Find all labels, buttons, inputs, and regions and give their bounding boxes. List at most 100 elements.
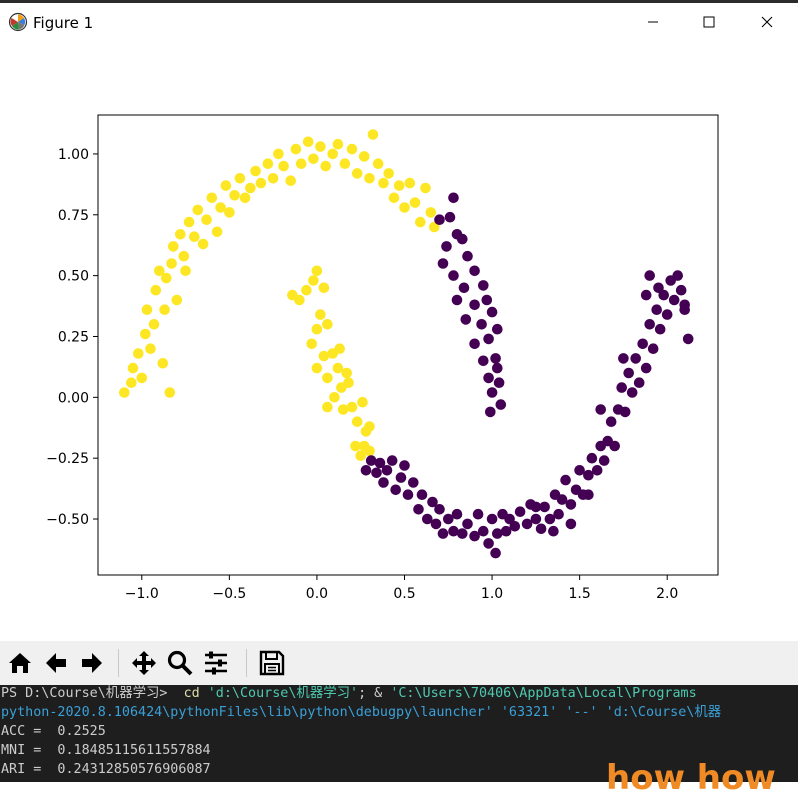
scatter-point	[415, 216, 426, 228]
scatter-point	[478, 355, 489, 367]
scatter-point	[220, 180, 232, 191]
scatter-point	[388, 192, 400, 204]
window-title: Figure 1	[33, 14, 94, 32]
zoom-button[interactable]	[164, 647, 196, 679]
scatter-point	[544, 513, 556, 525]
scatter-point	[483, 372, 494, 384]
scatter-point	[539, 501, 550, 513]
scatter-point	[462, 518, 473, 530]
home-button[interactable]	[4, 647, 36, 679]
scatter-point	[178, 250, 190, 262]
scatter-point	[126, 377, 137, 389]
scatter-point	[294, 294, 305, 306]
scatter-point	[619, 406, 631, 418]
matplotlib-logo-icon	[8, 12, 28, 32]
scatter-point	[351, 168, 363, 179]
scatter-point	[161, 272, 172, 284]
back-button[interactable]	[40, 647, 72, 679]
scatter-point	[492, 528, 503, 539]
scatter-point	[360, 465, 372, 476]
scatter-point	[427, 496, 438, 508]
scatter-point	[346, 143, 358, 155]
scatter-point	[490, 547, 501, 559]
title-bar[interactable]: Figure 1	[0, 3, 798, 41]
minimize-button[interactable]	[624, 3, 682, 41]
save-button[interactable]	[256, 647, 288, 679]
scatter-point	[329, 392, 340, 403]
scatter-point	[478, 525, 489, 537]
scatter-point	[651, 304, 662, 316]
scatter-point	[192, 204, 204, 216]
scatter-point	[623, 367, 634, 379]
scatter-point	[322, 372, 333, 384]
x-axis: −1.0 −0.5 0.0 0.5 1.0 1.5 2.0	[125, 575, 678, 602]
scatter-point	[574, 465, 585, 476]
scatter-point	[358, 151, 370, 162]
figure-canvas[interactable]: −1.0 −0.5 0.0 0.5 1.0 1.5 2.0 1.00 0.75 0.50 0.25…	[0, 41, 798, 641]
scatter-point	[583, 489, 594, 501]
terminal-output-acc: ACC = 0.2525	[1, 724, 106, 739]
terminal-panel[interactable]: PS D:\Course\机器学习> cd 'd:\Course\机器学习'; …	[0, 685, 798, 782]
configure-subplots-button[interactable]	[200, 647, 232, 679]
terminal-argument: 'C:\Users\70406\AppData\Local\Programs	[390, 686, 697, 701]
scatter-point	[409, 197, 421, 208]
scatter-point	[327, 148, 339, 160]
zoom-icon	[167, 650, 193, 676]
scatter-point	[460, 314, 472, 325]
scatter-point	[469, 530, 480, 542]
scatter-point	[618, 353, 629, 364]
y-axis: 1.00 0.75 0.50 0.25 0.00 −0.25 −0.50	[46, 147, 98, 528]
scatter-point	[351, 416, 363, 428]
scatter-point	[311, 362, 323, 374]
scatter-point	[402, 489, 414, 501]
scatter-point	[364, 445, 375, 457]
scatter-point	[416, 489, 428, 501]
scatter-point	[422, 513, 433, 525]
scatter-point	[334, 343, 346, 355]
scatter-point	[381, 465, 393, 476]
scatter-point	[206, 192, 218, 204]
scatter-point	[399, 460, 410, 471]
scatter-point	[437, 528, 449, 539]
scatter-point	[565, 518, 577, 530]
scatter-point	[640, 362, 652, 374]
forward-button[interactable]	[76, 647, 108, 679]
maximize-button[interactable]	[680, 3, 738, 41]
scatter-point	[616, 382, 627, 393]
scatter-point	[224, 207, 235, 218]
scatter-point	[365, 455, 377, 466]
scatter-point	[148, 319, 160, 330]
scatter-point	[339, 158, 351, 169]
scatter-point	[201, 214, 212, 225]
scatter-point	[448, 525, 459, 537]
x-tick-label: 1.5	[569, 586, 591, 602]
scatter-point	[239, 192, 251, 204]
scatter-point	[413, 504, 424, 515]
scatter-point	[485, 406, 496, 418]
terminal-prompt: PS D:\Course\机器学习>	[1, 686, 184, 701]
scatter-point	[679, 299, 690, 311]
scatter-point	[308, 153, 319, 165]
pan-button[interactable]	[128, 647, 160, 679]
scatter-point	[457, 233, 468, 245]
scatter-point	[483, 538, 494, 549]
scatter-point	[583, 469, 594, 481]
scatter-point	[150, 284, 162, 296]
x-tick-label: −1.0	[125, 586, 159, 602]
y-tick-label: 0.00	[58, 390, 89, 406]
scatter-point	[644, 270, 655, 281]
scatter-point	[180, 265, 191, 277]
terminal-line: PS D:\Course\机器学习> cd 'd:\Course\机器学习'; …	[1, 685, 697, 704]
scatter-point	[553, 508, 564, 520]
scatter-point	[245, 182, 256, 194]
scatter-point	[672, 270, 683, 281]
scatter-point	[535, 523, 547, 535]
scatter-point	[430, 518, 442, 530]
scatter-point	[399, 202, 410, 213]
scatter-point	[472, 508, 484, 520]
scatter-point	[315, 141, 326, 152]
scatter-point	[640, 289, 652, 301]
terminal-command: cd	[183, 686, 200, 701]
scatter-point	[390, 484, 402, 496]
close-button[interactable]	[738, 3, 796, 41]
